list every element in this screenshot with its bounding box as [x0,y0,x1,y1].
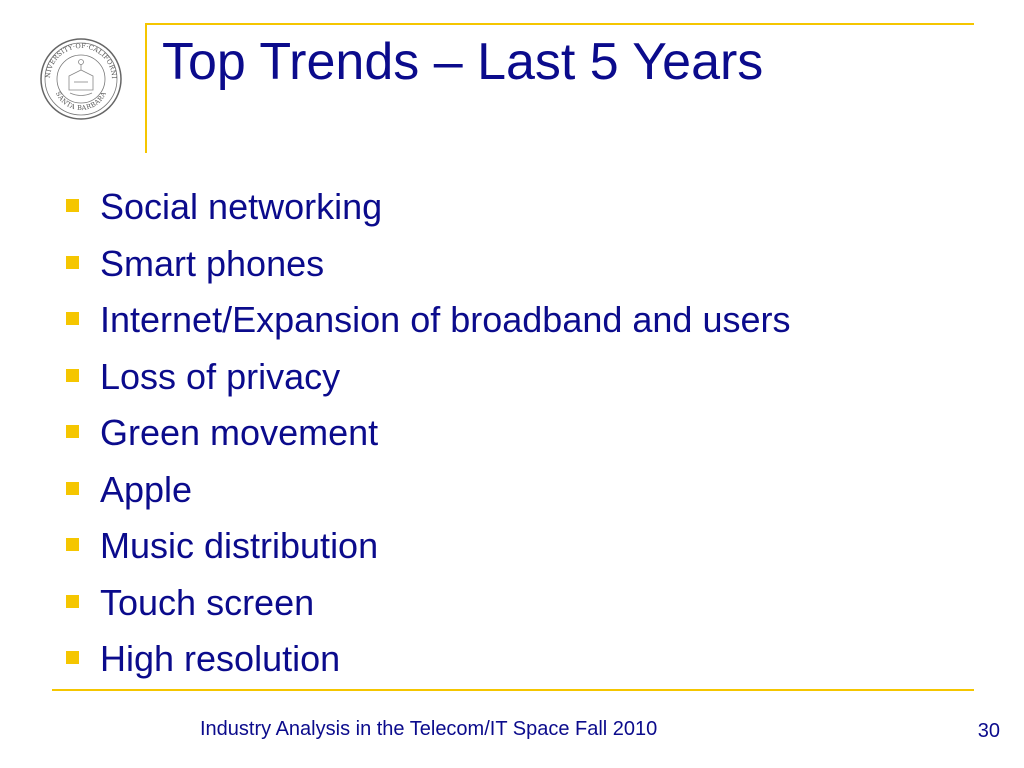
bullet-item: Music distribution [60,521,791,578]
square-bullet-icon [66,368,79,382]
bullet-item: Social networking [60,182,791,239]
bullet-text: Smart phones [100,242,325,284]
bullet-item: Touch screen [60,578,791,635]
square-bullet-icon [66,425,79,438]
bullet-text: High resolution [100,638,341,679]
square-bullet-icon [66,651,79,664]
bullet-text: Touch screen [100,581,315,623]
university-seal-icon: UNIVERSITY·OF·CALIFORNIA SANTA BARBARA [40,38,122,120]
bullet-item: Green movement [60,408,791,465]
bullet-item: Apple [60,465,791,522]
square-bullet-icon [66,481,79,495]
bullet-item: High resolution [60,634,791,691]
slide-title: Top Trends – Last 5 Years [162,33,764,91]
bottom-divider [52,689,974,691]
page-number: 30 [977,720,1000,742]
square-bullet-icon [66,312,79,325]
bullet-text: Apple [100,468,193,510]
square-bullet-icon [66,255,79,269]
bullet-text: Music distribution [100,525,379,566]
top-divider [145,23,974,25]
bullet-text: Green movement [100,412,379,453]
bullet-text: Internet/Expansion of broadband and user… [100,299,791,340]
footer-text: Industry Analysis in the Telecom/IT Spac… [200,718,658,740]
bullet-list: Social networking Smart phones Internet/… [60,182,791,691]
square-bullet-icon [66,594,79,608]
bullet-item: Smart phones [60,239,791,296]
title-side-divider [145,23,147,153]
bullet-text: Loss of privacy [100,355,341,397]
square-bullet-icon [66,199,79,212]
square-bullet-icon [66,538,79,551]
bullet-item: Loss of privacy [60,352,791,409]
bullet-item: Internet/Expansion of broadband and user… [60,295,791,352]
bullet-text: Social networking [100,186,383,227]
